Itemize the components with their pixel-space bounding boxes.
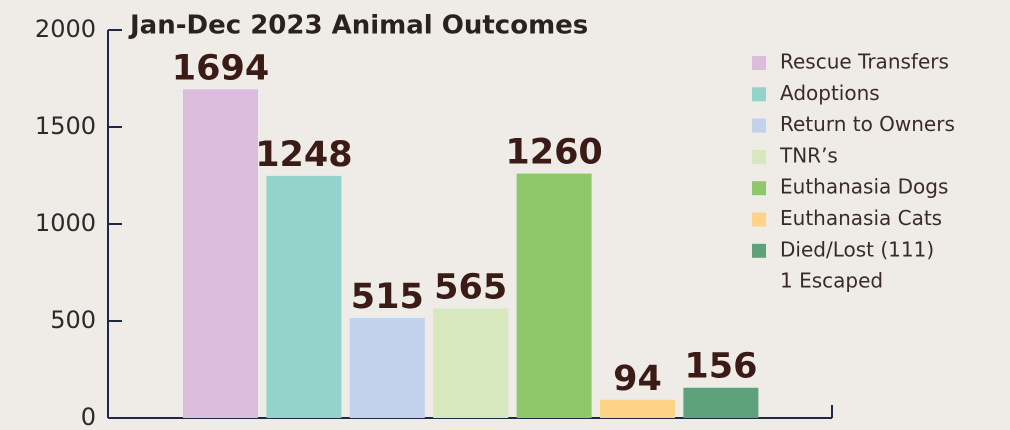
value-label: 1694 <box>172 48 269 88</box>
value-label: 1260 <box>505 133 602 173</box>
bar <box>683 387 759 418</box>
y-tick-label: 500 <box>50 306 96 334</box>
legend-label: Died/Lost (111) <box>780 237 934 261</box>
bar <box>600 399 675 418</box>
legend-swatch <box>752 149 766 164</box>
value-label: 565 <box>434 267 507 307</box>
legend-swatch <box>752 243 766 258</box>
legend-label: Adoptions <box>780 81 880 105</box>
legend-label: Euthanasia Dogs <box>780 175 948 199</box>
legend-swatch <box>752 212 766 227</box>
bar <box>349 318 425 418</box>
bar <box>183 89 258 418</box>
value-label: 515 <box>351 277 424 317</box>
legend-label: Euthanasia Cats <box>780 206 942 230</box>
y-tick-label: 0 <box>81 403 96 430</box>
y-tick-label: 1500 <box>35 112 96 140</box>
legend-swatch <box>752 87 766 102</box>
chart-title: Jan-Dec 2023 Animal Outcomes <box>128 11 588 41</box>
legend-label: Return to Owners <box>780 112 955 136</box>
legend-swatch <box>752 181 766 196</box>
bar <box>266 175 342 418</box>
legend-label: TNR’s <box>779 143 838 167</box>
legend-label: Rescue Transfers <box>780 50 949 74</box>
y-tick-label: 2000 <box>35 15 96 43</box>
legend-note: 1 Escaped <box>780 269 883 293</box>
y-tick-label: 1000 <box>35 209 96 237</box>
value-label: 1248 <box>255 135 352 175</box>
value-label: 156 <box>684 347 757 387</box>
value-label: 94 <box>613 359 662 399</box>
legend-swatch <box>752 56 766 70</box>
bar <box>433 308 509 418</box>
legend-swatch <box>752 118 766 133</box>
bar <box>516 173 592 418</box>
